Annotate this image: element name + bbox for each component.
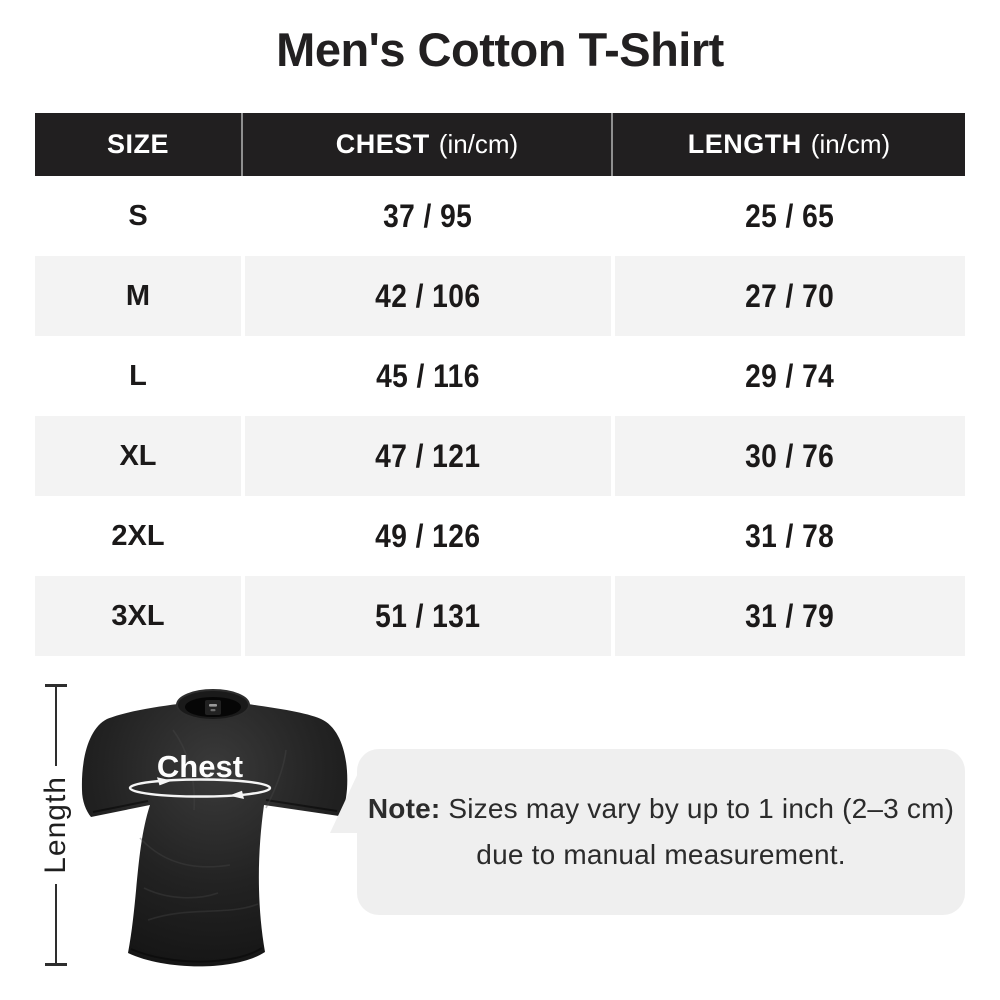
sleeve-seam-right (265, 799, 338, 812)
column-header-length-label: LENGTH (687, 129, 802, 159)
sleeve-seam-left (92, 800, 149, 813)
cell-size-value: M (125, 279, 151, 312)
cell-length-value: 29 / 74 (745, 357, 835, 394)
cell-size-value: 3XL (111, 599, 165, 632)
neck-label (205, 700, 221, 715)
note-prefix: Note: (367, 793, 441, 824)
cell-chest-value: 37 / 95 (383, 197, 473, 234)
cell-chest: 51 / 131 (241, 576, 611, 656)
fabric-wrinkles (139, 729, 287, 921)
chest-label: Chest (157, 749, 243, 784)
cell-size: L (35, 336, 241, 416)
column-header-chest: CHEST (in/cm) (241, 113, 611, 176)
cell-length-value: 30 / 76 (745, 437, 835, 474)
cell-size-value: XL (119, 439, 157, 472)
column-header-size-label: SIZE (106, 129, 169, 159)
table-row: M 42 / 106 27 / 70 (35, 256, 965, 336)
note-line-2: due to manual measurement. (476, 839, 846, 870)
chest-arrowhead-right-icon (157, 777, 172, 786)
cell-size-value: S (128, 199, 148, 232)
tshirt-image: Chest (81, 689, 348, 967)
length-arrow-top-tick-icon (45, 684, 67, 687)
cell-chest: 49 / 126 (241, 496, 611, 576)
cell-length: 29 / 74 (611, 336, 965, 416)
column-header-size: SIZE (35, 113, 241, 176)
length-arrow-line-icon (55, 883, 57, 964)
cell-length-value: 27 / 70 (745, 277, 835, 314)
cell-chest: 42 / 106 (241, 256, 611, 336)
column-header-chest-unit: (in/cm) (438, 129, 519, 159)
cell-chest-value: 47 / 121 (375, 437, 481, 474)
column-header-length: LENGTH (in/cm) (611, 113, 965, 176)
column-header-length-unit: (in/cm) (810, 129, 891, 159)
chest-ellipse-arrow-icon (128, 778, 272, 798)
cell-size: S (35, 176, 241, 256)
cell-size-value: L (129, 359, 147, 392)
cell-chest: 37 / 95 (241, 176, 611, 256)
cell-chest-value: 49 / 126 (375, 517, 481, 554)
table-row: XL 47 / 121 30 / 76 (35, 416, 965, 496)
length-arrow-bottom-tick-icon (45, 963, 67, 967)
size-table: SIZE CHEST (in/cm) LENGTH (in/cm) S 37 / 95… (35, 113, 965, 656)
cell-chest-value: 51 / 131 (375, 597, 481, 634)
length-arrow-line-icon (55, 687, 57, 767)
tshirt-body (81, 693, 348, 967)
cell-length: 31 / 78 (611, 496, 965, 576)
cell-length-value: 31 / 79 (745, 597, 835, 634)
cell-size: XL (35, 416, 241, 496)
size-table-body: S 37 / 95 25 / 65 M 42 / 106 27 / 70 L 45 / 116… (35, 176, 965, 656)
column-header-chest-label: CHEST (335, 129, 430, 159)
page-title: Men's Cotton T-Shirt (276, 23, 724, 76)
cell-length: 27 / 70 (611, 256, 965, 336)
cell-chest-value: 45 / 116 (376, 357, 480, 394)
cell-chest: 47 / 121 (241, 416, 611, 496)
table-row: 3XL 51 / 131 31 / 79 (35, 576, 965, 656)
note-bubble: Note: Sizes may vary by up to 1 inch (2–… (330, 749, 965, 915)
cell-chest-value: 42 / 106 (375, 277, 481, 314)
cell-length-value: 25 / 65 (745, 197, 835, 234)
length-measure: Length (39, 684, 72, 967)
chest-arrowhead-left-icon (229, 790, 244, 799)
cell-length: 31 / 79 (611, 576, 965, 656)
cell-length: 30 / 76 (611, 416, 965, 496)
cell-size: M (35, 256, 241, 336)
bottom-hem-seam (130, 947, 263, 963)
table-row: 2XL 49 / 126 31 / 78 (35, 496, 965, 576)
cell-size: 3XL (35, 576, 241, 656)
length-label: Length (39, 776, 72, 874)
table-header-row: SIZE CHEST (in/cm) LENGTH (in/cm) (35, 113, 965, 176)
note-line-1: Note: Sizes may vary by up to 1 inch (2–… (368, 793, 954, 825)
cell-size-value: 2XL (111, 519, 165, 552)
cell-length: 25 / 65 (611, 176, 965, 256)
note-text-1: Sizes may vary by up to 1 inch (2–3 cm) (440, 793, 955, 824)
table-row: L 45 / 116 29 / 74 (35, 336, 965, 416)
cell-chest: 45 / 116 (241, 336, 611, 416)
cell-length-value: 31 / 78 (745, 517, 835, 554)
table-row: S 37 / 95 25 / 65 (35, 176, 965, 256)
cell-size: 2XL (35, 496, 241, 576)
